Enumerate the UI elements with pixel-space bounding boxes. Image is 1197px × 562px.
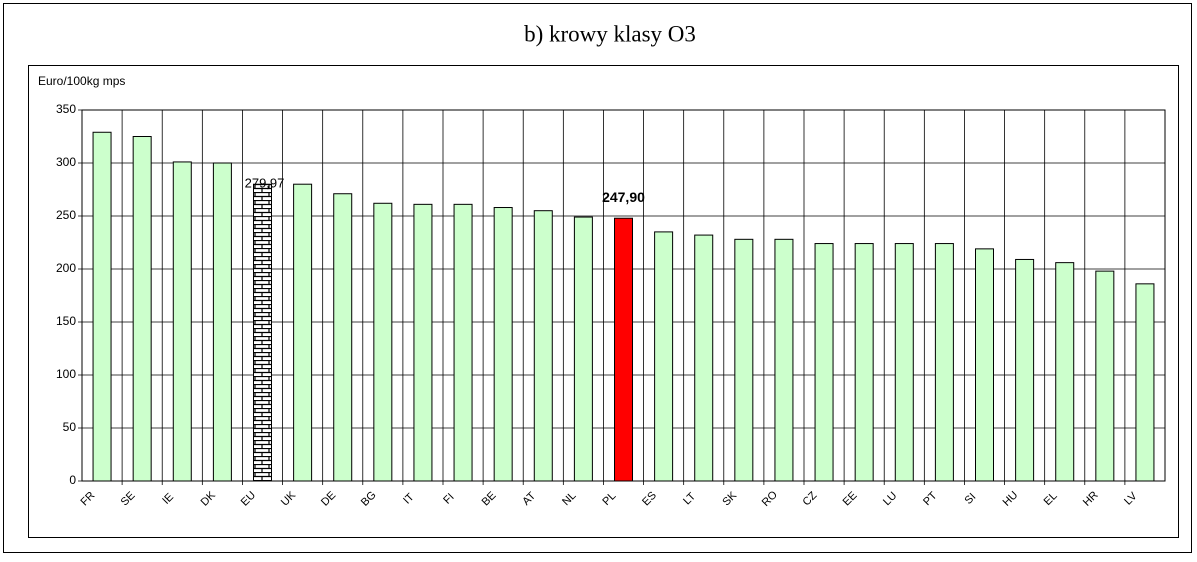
x-tick-label: AT	[520, 490, 538, 508]
x-tick-label: EE	[841, 489, 860, 508]
bar	[253, 183, 272, 482]
x-tick-label: SI	[963, 491, 979, 507]
x-tick-label: PT	[921, 490, 940, 509]
bar	[854, 243, 874, 482]
x-tick-label: FR	[79, 489, 98, 508]
y-tick-label: 100	[56, 367, 76, 381]
bar	[654, 231, 674, 482]
x-tick-label: FI	[441, 491, 456, 506]
outer-border	[3, 3, 1192, 553]
x-tick-label: SK	[720, 489, 739, 508]
y-tick-label: 50	[63, 420, 77, 434]
x-tick-label: RO	[760, 489, 780, 509]
x-tick-label: HR	[1081, 489, 1101, 509]
bar	[333, 193, 353, 482]
bar	[413, 203, 433, 482]
x-tick-label: IE	[160, 491, 176, 507]
bar	[774, 238, 794, 482]
bar	[894, 243, 914, 482]
x-tick-label: PL	[600, 490, 618, 508]
x-tick-label: UK	[279, 489, 299, 509]
bar	[934, 243, 954, 482]
bar	[533, 210, 553, 482]
x-tick-label: BG	[359, 489, 379, 509]
y-tick-label: 0	[69, 473, 76, 487]
value-label: 279,97	[245, 176, 285, 191]
x-tick-label: LU	[881, 490, 899, 508]
bar	[453, 203, 473, 482]
x-tick-label: NL	[560, 490, 578, 508]
x-tick-label: IT	[401, 491, 417, 507]
bar	[92, 131, 112, 482]
bar	[132, 136, 152, 482]
x-tick-label: HU	[1001, 489, 1021, 509]
bar	[1055, 262, 1075, 482]
x-tick-label: DE	[319, 489, 338, 508]
bar	[814, 243, 834, 482]
value-label: 247,90	[602, 189, 645, 205]
x-tick-label: EU	[239, 489, 258, 508]
x-tick-label: BE	[480, 489, 499, 508]
x-tick-label: EL	[1042, 490, 1060, 508]
x-tick-label: DK	[199, 489, 219, 509]
bar	[493, 207, 513, 482]
x-tick-label: LV	[1122, 490, 1140, 508]
bar	[293, 183, 313, 482]
bar	[734, 238, 754, 482]
y-tick-label: 200	[56, 261, 76, 275]
y-tick-label: 300	[56, 155, 76, 169]
bar	[1135, 283, 1155, 482]
y-axis-label: Euro/100kg mps	[38, 74, 125, 88]
y-tick-label: 350	[56, 102, 76, 116]
bar	[614, 217, 633, 482]
y-tick-label: 250	[56, 208, 76, 222]
chart-title: b) krowy klasy O3	[524, 21, 696, 46]
x-tick-label: CZ	[801, 489, 820, 508]
bar	[573, 216, 593, 482]
bar	[212, 162, 232, 482]
bar	[373, 202, 393, 482]
x-tick-label: SE	[119, 489, 138, 508]
bar	[694, 234, 714, 482]
x-tick-label: ES	[640, 489, 659, 508]
bar	[1015, 258, 1035, 482]
x-tick-label: LT	[681, 490, 698, 507]
chart-border	[28, 65, 1179, 538]
y-tick-label: 150	[56, 314, 76, 328]
bar	[1095, 270, 1115, 482]
bar	[172, 161, 192, 482]
bar	[975, 248, 994, 482]
